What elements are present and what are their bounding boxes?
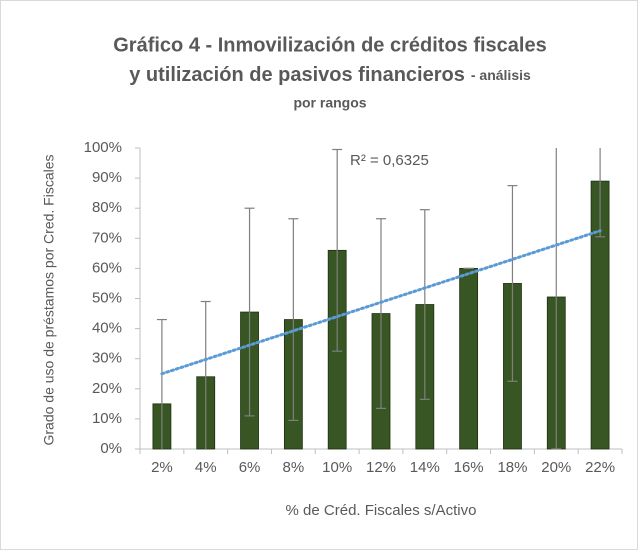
x-tick-label: 6%	[239, 459, 261, 476]
x-axis-label: % de Créd. Fiscales s/Activo	[286, 502, 477, 519]
y-tick-label: 70%	[92, 229, 122, 246]
x-tick-label: 2%	[151, 459, 173, 476]
x-tick-label: 4%	[195, 459, 217, 476]
y-tick-label: 20%	[92, 380, 122, 397]
error-bar	[156, 318, 167, 449]
chart-title: y utilización de pasivos financieros	[129, 64, 465, 86]
chart-title: Gráfico 4 - Inmovilización de créditos f…	[113, 34, 546, 56]
chart-subtitle: - análisis	[471, 67, 531, 83]
bar	[459, 267, 479, 450]
x-tick-label: 16%	[454, 459, 484, 476]
x-tick-label: 22%	[585, 459, 615, 476]
error-bar	[551, 148, 562, 450]
error-bar	[507, 185, 518, 382]
y-tick-label: 50%	[92, 289, 122, 306]
y-tick-label: 30%	[92, 350, 122, 367]
error-bar	[595, 148, 606, 238]
x-tick-label: 18%	[497, 459, 527, 476]
x-tick-label: 8%	[283, 459, 305, 476]
trendline	[160, 229, 602, 376]
y-tick-label: 80%	[92, 199, 122, 216]
x-tick-label: 12%	[366, 459, 396, 476]
error-bar	[376, 218, 386, 409]
y-axis-label: Grado de uso de préstamos por Cred. Fisc…	[41, 154, 57, 445]
error-bar	[244, 207, 255, 417]
y-tick-label: 90%	[92, 169, 122, 186]
trendline-annotation: R² = 0,6325	[350, 152, 429, 169]
x-tick-label: 20%	[541, 459, 571, 476]
y-tick-label: 10%	[92, 410, 122, 427]
y-tick-label: 100%	[84, 139, 122, 156]
chart-title-line: y utilización de pasivos financieros - an…	[129, 64, 531, 86]
chart-subtitle: por rangos	[293, 95, 366, 111]
error-bar	[288, 218, 299, 422]
y-tick-label: 40%	[92, 320, 122, 337]
y-tick-label: 60%	[92, 259, 122, 276]
y-tick-label: 0%	[100, 440, 122, 457]
x-tick-label: 10%	[322, 459, 352, 476]
error-bar	[419, 209, 430, 400]
error-bar	[200, 300, 211, 449]
x-tick-label: 14%	[410, 459, 440, 476]
